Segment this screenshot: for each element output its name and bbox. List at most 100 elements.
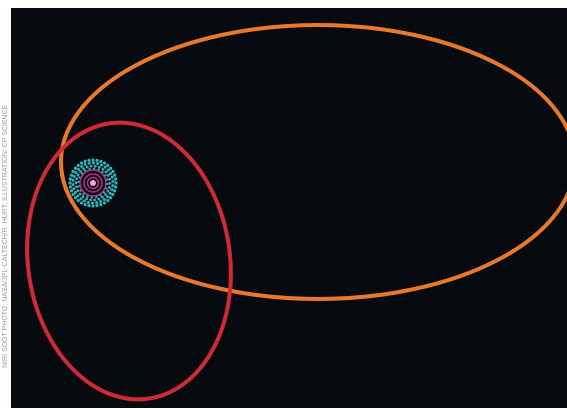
debris-particle xyxy=(76,173,80,177)
debris-particle xyxy=(103,165,107,169)
debris-particle xyxy=(100,163,104,167)
debris-particle xyxy=(108,191,112,195)
debris-particle xyxy=(74,171,78,175)
debris-particle xyxy=(95,204,99,208)
debris-particle xyxy=(114,185,118,189)
debris-particle xyxy=(87,161,91,165)
debris-particle xyxy=(113,173,117,177)
debris-particle xyxy=(75,177,78,181)
debris-particle xyxy=(102,161,107,165)
planet-ring-inner xyxy=(86,176,100,190)
debris-particle xyxy=(108,181,112,185)
debris-particle xyxy=(77,180,80,184)
debris-particle xyxy=(69,189,73,193)
debris-particle xyxy=(111,192,115,197)
debris-particle xyxy=(68,181,72,185)
orbit-canvas xyxy=(11,8,567,408)
debris-particle xyxy=(73,166,77,170)
photo-credit: NIRI SOOT PHOTO: NASA/JPL-CALTECH/R. HUR… xyxy=(2,104,9,368)
debris-particle xyxy=(105,178,109,181)
debris-particle xyxy=(87,204,91,208)
debris-particle xyxy=(88,167,91,171)
debris-particle xyxy=(83,163,87,167)
debris-particle xyxy=(68,185,72,189)
debris-particle xyxy=(99,199,103,203)
debris-particle xyxy=(79,161,84,165)
debris-particle xyxy=(104,193,107,196)
debris-particle xyxy=(68,177,72,181)
debris-particle xyxy=(78,192,82,196)
debris-particle xyxy=(71,192,75,197)
debris-particle xyxy=(89,164,93,168)
debris-particle xyxy=(76,199,80,203)
debris-particle xyxy=(111,169,115,174)
debris-particle xyxy=(86,200,90,204)
debris-particle xyxy=(111,184,115,188)
debris-disk xyxy=(68,158,118,208)
debris-particle xyxy=(95,201,99,205)
space-background xyxy=(11,8,567,408)
debris-particle xyxy=(93,164,97,168)
debris-particle xyxy=(114,177,118,181)
debris-particle xyxy=(91,204,95,208)
debris-particle xyxy=(101,167,105,171)
debris-particle xyxy=(102,197,106,201)
debris-particle xyxy=(92,161,96,165)
debris-particle xyxy=(106,189,110,193)
debris-particle xyxy=(83,203,87,207)
sun-core xyxy=(90,180,96,186)
debris-particle xyxy=(87,158,91,162)
debris-particle xyxy=(73,196,77,200)
debris-particle xyxy=(111,179,115,183)
debris-particle xyxy=(85,197,89,201)
debris-particle xyxy=(85,165,89,169)
debris-particle xyxy=(109,196,113,200)
debris-particle xyxy=(108,185,111,189)
debris-particle xyxy=(96,162,100,166)
debris-particle xyxy=(106,182,109,186)
debris-particle xyxy=(108,177,111,181)
debris-particle xyxy=(77,185,81,188)
debris-particle xyxy=(72,187,76,191)
debris-particle xyxy=(106,199,110,203)
debris-particle xyxy=(90,196,94,199)
debris-particle xyxy=(97,165,101,169)
debris-particle xyxy=(81,195,85,199)
debris-particle xyxy=(109,166,113,170)
planet-ring-middle xyxy=(83,173,103,193)
debris-particle xyxy=(79,201,84,205)
debris-particle xyxy=(69,173,73,177)
debris-particle xyxy=(106,168,110,172)
debris-particle xyxy=(113,189,117,193)
debris-particle xyxy=(80,165,84,169)
debris-particle xyxy=(114,181,118,185)
debris-particle xyxy=(74,181,78,185)
debris-particle xyxy=(110,175,114,179)
central-system xyxy=(68,158,118,208)
debris-particle xyxy=(95,195,98,199)
debris-particle xyxy=(73,191,77,195)
planet-ring-outer xyxy=(79,169,107,197)
debris-particle xyxy=(76,163,80,167)
debris-particle xyxy=(99,159,103,163)
debris-particle xyxy=(106,195,110,199)
debris-particle xyxy=(89,198,93,202)
debris-particle xyxy=(106,163,110,167)
debris-particle xyxy=(102,201,107,205)
debris-particle xyxy=(71,183,75,187)
debris-particle xyxy=(79,197,83,201)
debris-particle xyxy=(82,167,85,171)
debris-particle xyxy=(71,169,75,174)
debris-particle xyxy=(110,188,114,192)
debris-particle xyxy=(75,185,78,189)
inner-orbit xyxy=(25,120,233,402)
debris-particle xyxy=(76,194,80,198)
debris-particle xyxy=(106,173,110,177)
debris-particle xyxy=(71,178,75,182)
debris-particle xyxy=(109,171,113,175)
debris-particle xyxy=(104,170,108,174)
debris-particle xyxy=(93,198,97,202)
debris-particle xyxy=(95,158,99,162)
debris-particle xyxy=(83,159,87,163)
outer-orbit xyxy=(59,23,567,301)
